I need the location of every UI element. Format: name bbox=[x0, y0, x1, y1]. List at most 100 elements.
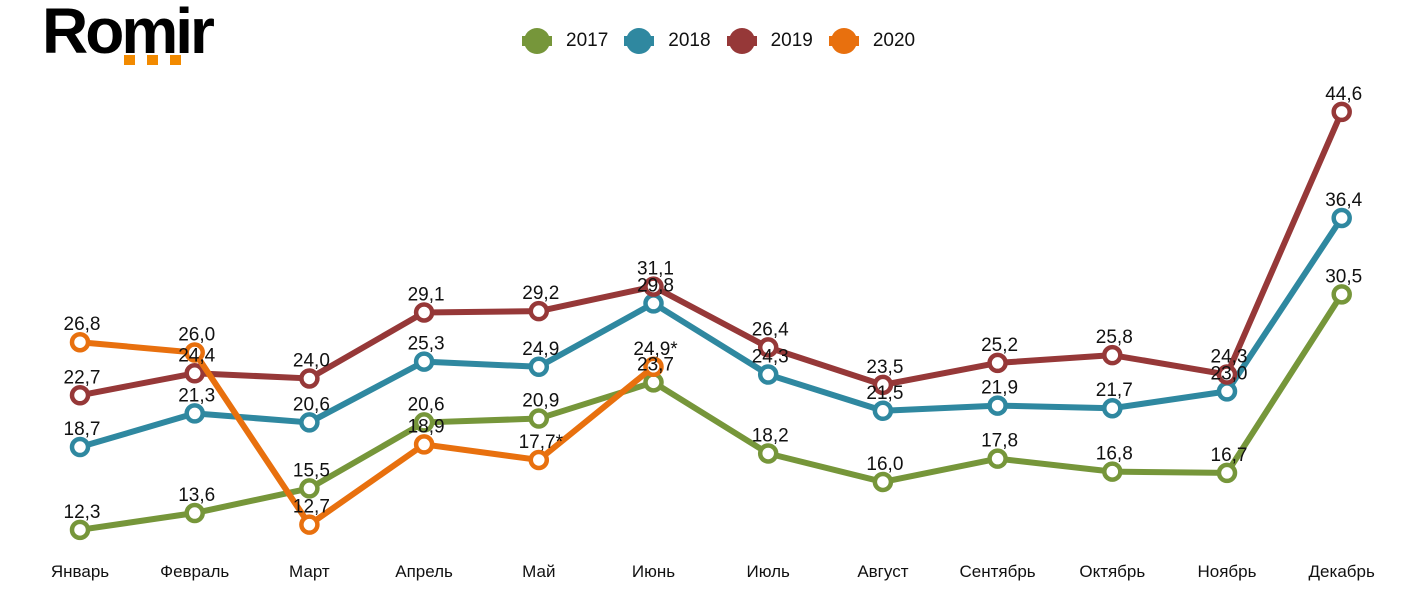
data-point-2019 bbox=[184, 363, 205, 384]
x-tick-label: Январь bbox=[51, 562, 109, 581]
data-label: 26,0 bbox=[178, 325, 215, 346]
data-label: 25,8 bbox=[1096, 327, 1133, 348]
series-line-2019 bbox=[79, 110, 1345, 399]
data-label: 18,2 bbox=[752, 425, 789, 446]
data-label: 18,7 bbox=[64, 419, 101, 440]
data-point-2018 bbox=[299, 412, 320, 433]
data-label: 25,3 bbox=[408, 334, 445, 355]
series-2019 bbox=[69, 101, 1352, 406]
data-point-2019 bbox=[872, 374, 894, 396]
data-label: 23,7 bbox=[637, 354, 674, 375]
data-point-2020 bbox=[184, 342, 205, 363]
data-label: 22,7 bbox=[64, 367, 101, 388]
legend-item-2018: 2018 bbox=[624, 28, 711, 54]
data-label: 20,6 bbox=[293, 394, 330, 415]
legend-label: 2018 bbox=[668, 30, 711, 51]
data-label: 24,3 bbox=[1211, 347, 1248, 368]
data-point-2020 bbox=[528, 449, 550, 471]
x-tick-label: Декабрь bbox=[1309, 562, 1375, 581]
data-label: 18,9 bbox=[408, 416, 445, 437]
x-tick-label: Март bbox=[289, 562, 330, 581]
legend-label: 2019 bbox=[770, 30, 813, 51]
data-point-2017 bbox=[413, 412, 435, 433]
data-label: 12,7 bbox=[293, 497, 330, 518]
data-label: 13,6 bbox=[178, 485, 215, 506]
data-label: 23,5 bbox=[866, 357, 903, 378]
data-point-2018 bbox=[1331, 207, 1352, 229]
data-label: 24,0 bbox=[293, 350, 330, 371]
series-line-2017 bbox=[79, 292, 1345, 533]
legend-item-2017: 2017 bbox=[522, 28, 608, 54]
data-label: 25,2 bbox=[981, 335, 1018, 356]
x-tick-label: Май bbox=[522, 562, 555, 581]
data-label: 26,4 bbox=[752, 319, 789, 340]
data-label: 20,6 bbox=[408, 394, 445, 415]
x-tick-label: Ноябрь bbox=[1198, 562, 1257, 581]
legend-marker-icon bbox=[828, 28, 859, 54]
data-point-2019 bbox=[413, 302, 435, 323]
data-point-2018 bbox=[69, 436, 91, 458]
data-label: 26,8 bbox=[64, 314, 101, 335]
data-label: 16,8 bbox=[1096, 444, 1133, 465]
data-point-2018 bbox=[872, 400, 894, 422]
series-2017 bbox=[69, 284, 1352, 541]
data-point-2017 bbox=[299, 478, 320, 499]
data-label: 29,8 bbox=[637, 275, 674, 296]
data-label: 20,9 bbox=[522, 391, 559, 412]
data-label: 24,4 bbox=[178, 345, 215, 366]
data-point-2019 bbox=[987, 352, 1008, 374]
data-label: 24,3 bbox=[752, 347, 789, 368]
data-label: 24,9 bbox=[522, 339, 559, 360]
legend-marker-icon bbox=[522, 28, 552, 54]
x-tick-label: Октябрь bbox=[1079, 562, 1145, 581]
data-label: 21,7 bbox=[1096, 380, 1133, 401]
data-label: 21,3 bbox=[178, 385, 215, 406]
data-label: 44,6 bbox=[1325, 84, 1362, 105]
data-label: 21,5 bbox=[866, 383, 903, 404]
x-tick-label: Февраль bbox=[160, 562, 229, 581]
x-tick-label: Август bbox=[857, 562, 908, 581]
legend-label: 2017 bbox=[566, 30, 609, 51]
x-tick-label: Апрель bbox=[395, 562, 453, 581]
data-label: 29,2 bbox=[522, 283, 559, 304]
legend-item-2019: 2019 bbox=[726, 28, 813, 54]
data-point-2019 bbox=[643, 276, 664, 297]
series-line-2018 bbox=[79, 216, 1345, 450]
data-point-2018 bbox=[413, 351, 435, 372]
data-point-2019 bbox=[299, 368, 320, 389]
data-point-2019 bbox=[69, 385, 91, 406]
data-label: 30,5 bbox=[1325, 266, 1362, 287]
series-2018 bbox=[69, 207, 1352, 458]
data-label: 15,5 bbox=[293, 460, 330, 481]
legend-marker-icon bbox=[726, 28, 757, 54]
data-point-2017 bbox=[184, 502, 205, 524]
data-label: 24,9* bbox=[633, 339, 678, 360]
romir-logo: Romir bbox=[42, 0, 215, 68]
legend-item-2020: 2020 bbox=[828, 28, 916, 54]
data-point-2019 bbox=[1216, 364, 1238, 385]
data-label: 29,1 bbox=[408, 284, 445, 305]
data-label: 21,9 bbox=[981, 378, 1018, 399]
data-label: 17,7* bbox=[519, 432, 564, 453]
x-tick-label: Июнь bbox=[632, 562, 675, 581]
data-point-2017 bbox=[1102, 461, 1123, 482]
data-point-2018 bbox=[757, 364, 779, 385]
data-label: 16,0 bbox=[866, 454, 903, 475]
x-tick-label: Сентябрь bbox=[960, 562, 1036, 581]
data-point-2019 bbox=[1102, 344, 1123, 366]
data-point-2017 bbox=[528, 408, 550, 429]
data-point-2018 bbox=[987, 395, 1008, 416]
data-point-2020 bbox=[413, 434, 435, 455]
legend-label: 2020 bbox=[872, 30, 916, 51]
legend-marker-icon bbox=[624, 28, 655, 54]
data-point-2017 bbox=[987, 448, 1008, 469]
data-label: 17,8 bbox=[981, 431, 1018, 452]
data-point-2017 bbox=[1331, 284, 1352, 305]
series-2020 bbox=[69, 331, 664, 535]
data-point-2020 bbox=[299, 514, 320, 535]
data-point-2019 bbox=[1331, 101, 1352, 123]
data-point-2020 bbox=[69, 331, 91, 353]
data-label: 23,0 bbox=[1211, 363, 1248, 384]
data-point-2018 bbox=[1102, 397, 1123, 419]
